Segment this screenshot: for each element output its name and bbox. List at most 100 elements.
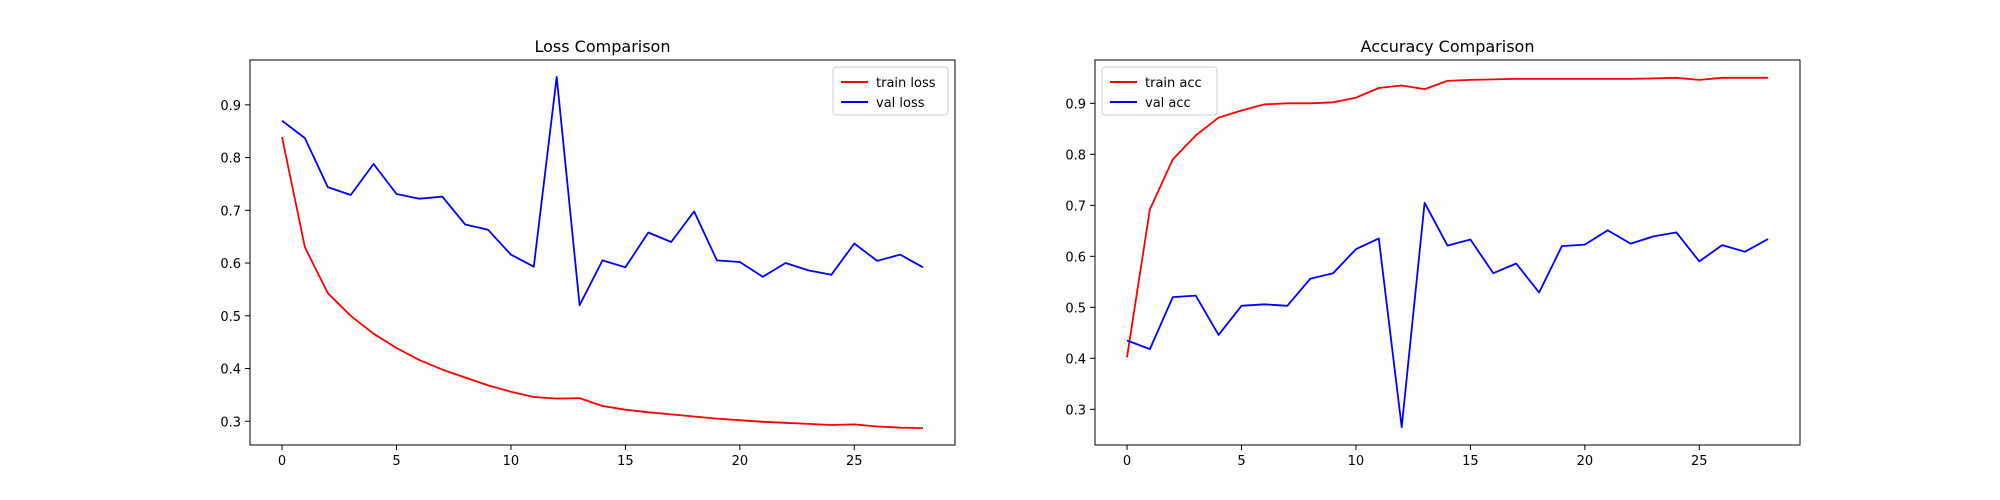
data-point-val-acc [1583, 243, 1586, 246]
loss-comparison-chart: Loss Comparison 0 5 10 15 20 25 0.3 0.4 0.5 0.6 0.… [220, 37, 956, 469]
data-point-train-acc [1126, 356, 1129, 359]
data-point-train-acc [1675, 76, 1678, 79]
data-point-val-loss [555, 75, 558, 78]
data-point-train-loss [464, 376, 467, 379]
data-point-val-loss [647, 231, 650, 234]
data-point-val-acc [1126, 339, 1129, 342]
y-tick-label: 0.3 [1065, 403, 1086, 418]
data-point-val-acc [1515, 262, 1518, 265]
x-tick-label: 15 [1462, 454, 1479, 469]
data-point-val-acc [1194, 294, 1197, 297]
data-point-val-acc [1148, 348, 1151, 351]
chart-title: Loss Comparison [535, 37, 671, 56]
data-point-train-acc [1171, 158, 1174, 161]
data-point-val-loss [303, 137, 306, 140]
data-point-train-loss [624, 408, 627, 411]
data-point-val-loss [326, 186, 329, 189]
data-point-val-loss [738, 260, 741, 263]
data-point-train-loss [853, 423, 856, 426]
y-tick-label: 0.3 [220, 415, 241, 430]
x-tick-label: 25 [846, 454, 863, 469]
y-tick-label: 0.8 [1065, 148, 1086, 163]
data-point-train-loss [532, 396, 535, 399]
data-point-train-acc [1263, 103, 1266, 106]
x-tick-label: 10 [1348, 454, 1365, 469]
data-point-train-loss [281, 136, 284, 139]
data-point-val-loss [715, 259, 718, 262]
series-line-val-loss [281, 76, 924, 307]
series-line-val-acc [1126, 201, 1769, 429]
data-point-val-loss [441, 195, 444, 198]
data-point-train-loss [899, 426, 902, 429]
data-point-train-acc [1148, 208, 1151, 211]
data-point-val-loss [921, 266, 924, 269]
data-point-val-acc [1332, 272, 1335, 275]
y-tick-label: 0.4 [220, 363, 241, 378]
accuracy-comparison-chart: Accuracy Comparison 0 5 10 15 20 25 0.3 0.4 0.5 0… [1065, 37, 1801, 469]
data-point-train-acc [1423, 88, 1426, 91]
legend-label: val loss [876, 96, 925, 111]
data-point-train-loss [647, 411, 650, 414]
data-point-val-loss [761, 275, 764, 278]
data-point-val-acc [1354, 248, 1357, 251]
chart-title: Accuracy Comparison [1361, 37, 1535, 56]
y-tick-label: 0.7 [220, 204, 241, 219]
y-tick-label: 0.5 [1065, 301, 1086, 316]
x-tick-label: 25 [1691, 454, 1708, 469]
legend-label: val acc [1145, 96, 1191, 111]
x-tick-label: 5 [1237, 454, 1245, 469]
y-tick-label: 0.9 [220, 99, 241, 114]
data-point-val-acc [1377, 237, 1380, 240]
y-tick-label: 0.8 [220, 152, 241, 167]
data-point-train-loss [418, 359, 421, 362]
data-point-train-acc [1309, 102, 1312, 105]
data-point-train-acc [1332, 101, 1335, 104]
data-point-val-acc [1744, 250, 1747, 253]
data-point-val-loss [670, 240, 673, 243]
data-point-train-acc [1515, 77, 1518, 80]
data-point-val-loss [624, 266, 627, 269]
data-point-train-acc [1698, 78, 1701, 81]
y-tick-label: 0.6 [220, 257, 241, 272]
data-point-val-acc [1698, 260, 1701, 263]
data-point-val-acc [1492, 272, 1495, 275]
x-tick-label: 10 [503, 454, 520, 469]
data-point-val-acc [1171, 296, 1174, 299]
data-point-val-loss [784, 262, 787, 265]
series-line-train-loss [281, 136, 924, 429]
data-point-train-loss [509, 390, 512, 393]
data-point-val-loss [830, 273, 833, 276]
data-point-train-loss [738, 419, 741, 422]
data-point-train-loss [876, 425, 879, 428]
x-tick-label: 20 [732, 454, 749, 469]
series-line-train-acc [1126, 76, 1768, 358]
data-point-train-acc [1217, 116, 1220, 119]
data-point-train-acc [1400, 84, 1403, 87]
data-point-val-acc [1217, 333, 1220, 336]
data-point-val-acc [1286, 304, 1289, 307]
data-point-train-acc [1286, 102, 1289, 105]
data-point-train-loss [349, 314, 352, 317]
data-point-val-loss [532, 265, 535, 268]
data-point-train-acc [1377, 87, 1380, 90]
y-tick-label: 0.4 [1065, 352, 1086, 367]
data-point-val-loss [487, 228, 490, 231]
data-point-val-acc [1309, 277, 1312, 280]
data-point-train-acc [1469, 78, 1472, 81]
plot-frame [1094, 59, 1801, 446]
data-point-val-acc [1560, 245, 1563, 248]
data-point-val-loss [509, 253, 512, 256]
data-point-val-acc [1263, 303, 1266, 306]
data-point-val-loss [372, 162, 375, 165]
y-tick-label: 0.6 [1065, 250, 1086, 265]
x-tick-label: 15 [617, 454, 634, 469]
data-point-train-acc [1240, 109, 1243, 112]
data-point-train-acc [1744, 76, 1747, 79]
data-point-val-acc [1675, 231, 1678, 234]
data-point-train-loss [326, 292, 329, 295]
legend-label: train loss [876, 76, 936, 91]
data-point-train-loss [921, 427, 924, 430]
data-point-train-acc [1652, 77, 1655, 80]
data-point-train-loss [372, 332, 375, 335]
